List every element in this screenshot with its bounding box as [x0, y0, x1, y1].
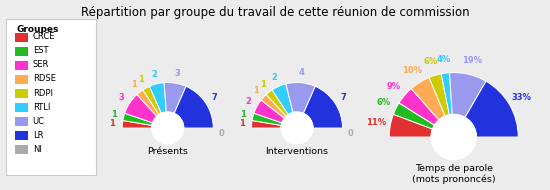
FancyBboxPatch shape	[6, 19, 96, 175]
Text: 2: 2	[272, 73, 278, 82]
Bar	[15, 47, 28, 56]
Text: 6%: 6%	[376, 98, 390, 107]
Text: 0: 0	[218, 129, 224, 138]
Wedge shape	[143, 86, 161, 115]
Text: 19%: 19%	[461, 56, 482, 65]
Text: 4%: 4%	[436, 55, 450, 63]
Text: RTLI: RTLI	[33, 103, 50, 112]
Wedge shape	[304, 86, 343, 128]
Wedge shape	[429, 74, 449, 116]
Text: 9%: 9%	[387, 82, 401, 91]
Wedge shape	[150, 83, 167, 113]
Text: Temps de parole
(mots prononcés): Temps de parole (mots prononcés)	[412, 164, 496, 184]
Wedge shape	[286, 82, 315, 113]
Text: 7: 7	[340, 93, 346, 102]
Text: 2: 2	[151, 70, 157, 79]
Bar	[15, 61, 28, 70]
Text: 1: 1	[240, 110, 246, 119]
Text: 3: 3	[118, 93, 124, 102]
Wedge shape	[164, 82, 186, 113]
Text: 1: 1	[131, 80, 136, 89]
Wedge shape	[174, 86, 213, 128]
Wedge shape	[123, 113, 153, 125]
Wedge shape	[254, 100, 284, 123]
Wedge shape	[125, 95, 157, 123]
Text: 1: 1	[239, 119, 245, 128]
Text: SER: SER	[33, 60, 49, 70]
Text: LR: LR	[33, 131, 43, 140]
Text: 6%: 6%	[424, 57, 438, 66]
Bar	[15, 33, 28, 42]
Wedge shape	[251, 120, 281, 128]
Wedge shape	[441, 73, 452, 115]
Wedge shape	[411, 78, 445, 120]
Text: Répartition par groupe du travail de cette réunion de commission: Répartition par groupe du travail de cet…	[81, 6, 469, 19]
Text: 3: 3	[174, 69, 180, 78]
Bar	[15, 145, 28, 154]
Text: 1: 1	[111, 110, 117, 119]
Text: 33%: 33%	[512, 93, 532, 102]
Text: RDPI: RDPI	[33, 89, 53, 97]
Bar	[15, 89, 28, 98]
Text: NI: NI	[33, 145, 42, 154]
Text: 0: 0	[348, 129, 354, 138]
Text: 1: 1	[253, 86, 259, 95]
Text: 4: 4	[299, 68, 305, 77]
Wedge shape	[465, 81, 518, 137]
Text: 1: 1	[260, 80, 266, 89]
Circle shape	[431, 114, 476, 160]
Text: Groupes: Groupes	[16, 25, 59, 34]
Wedge shape	[449, 73, 486, 117]
Wedge shape	[122, 120, 152, 128]
Bar	[15, 103, 28, 112]
Bar	[15, 75, 28, 84]
Text: Interventions: Interventions	[266, 147, 328, 156]
Wedge shape	[399, 89, 439, 125]
Bar	[15, 117, 28, 126]
Wedge shape	[266, 90, 288, 116]
Text: 1: 1	[109, 119, 116, 128]
Text: UC: UC	[33, 116, 45, 126]
Wedge shape	[393, 103, 435, 129]
Circle shape	[152, 112, 184, 144]
Text: Présents: Présents	[147, 147, 188, 156]
Wedge shape	[272, 84, 293, 115]
Bar	[15, 131, 28, 140]
Wedge shape	[137, 90, 159, 116]
Wedge shape	[252, 113, 282, 125]
Text: RDSE: RDSE	[33, 74, 56, 83]
Text: CRCE: CRCE	[33, 32, 55, 41]
Text: 2: 2	[245, 97, 251, 106]
Text: 7: 7	[211, 93, 217, 102]
Text: EST: EST	[33, 46, 48, 55]
Text: 1: 1	[139, 75, 144, 84]
Wedge shape	[261, 95, 286, 118]
Text: 11%: 11%	[366, 118, 387, 127]
Wedge shape	[389, 114, 433, 137]
Text: 10%: 10%	[402, 66, 422, 75]
Circle shape	[281, 112, 313, 144]
